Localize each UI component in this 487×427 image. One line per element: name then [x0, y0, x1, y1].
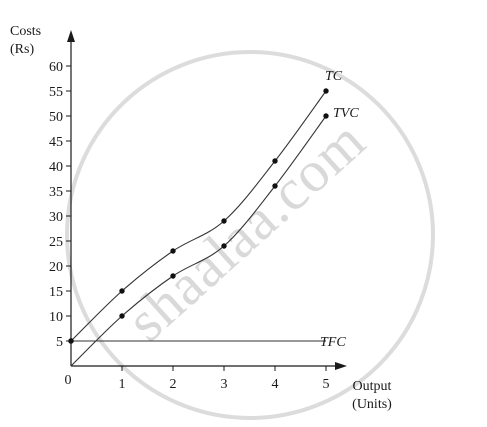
tc-point — [272, 158, 278, 164]
series-tvc — [70, 113, 329, 367]
origin-label: 0 — [65, 373, 72, 388]
watermark: shaalaa.com — [65, 50, 435, 420]
y-tick-label: 50 — [49, 110, 63, 125]
tfc-intercept-point — [68, 338, 74, 344]
watermark-text: shaalaa.com — [114, 107, 377, 353]
y-tick-label: 55 — [49, 85, 63, 100]
tc-point — [119, 288, 125, 294]
x-tick-label: 5 — [323, 377, 330, 392]
x-axis-title-line: (Units) — [352, 397, 392, 412]
x-tick-label: 4 — [272, 377, 279, 392]
tc-point — [170, 248, 176, 254]
tvc-series-label: TVC — [333, 106, 359, 121]
y-axis-title-line: (Rs) — [10, 42, 34, 57]
y-tick-label: 60 — [49, 60, 63, 75]
y-axis-arrow — [67, 30, 75, 42]
x-axis-arrow — [335, 362, 347, 370]
tfc-series-label: TFC — [320, 335, 346, 350]
tc-point — [221, 218, 227, 224]
y-tick-label: 15 — [49, 285, 63, 300]
y-tick-label: 40 — [49, 160, 63, 175]
tc-line — [70, 90, 327, 342]
y-tick-label: 20 — [49, 260, 63, 275]
x-tick-label: 3 — [221, 377, 228, 392]
series-layer — [68, 88, 329, 367]
tvc-point — [170, 273, 176, 279]
tc-series-label: TC — [325, 69, 343, 84]
x-tick-label: 1 — [119, 377, 126, 392]
y-tick-label: 45 — [49, 135, 63, 150]
x-axis-title-line: Output — [353, 379, 392, 394]
tvc-point — [272, 183, 278, 189]
y-axis-title-line: Costs — [10, 24, 41, 39]
x-tick-label: 2 — [170, 377, 177, 392]
tvc-point — [119, 313, 125, 319]
tvc-point — [323, 113, 329, 119]
y-tick-label: 25 — [49, 235, 63, 250]
tvc-point — [221, 243, 227, 249]
y-tick-label: 10 — [49, 310, 63, 325]
tvc-line — [70, 115, 327, 367]
y-tick-label: 30 — [49, 210, 63, 225]
y-tick-label: 5 — [56, 335, 63, 350]
tc-point — [323, 88, 329, 94]
labels-layer: Costs (Rs) Output (Units) TC TVC TFC — [10, 24, 392, 412]
watermark-circle — [65, 50, 435, 420]
y-tick-label: 35 — [49, 185, 63, 200]
